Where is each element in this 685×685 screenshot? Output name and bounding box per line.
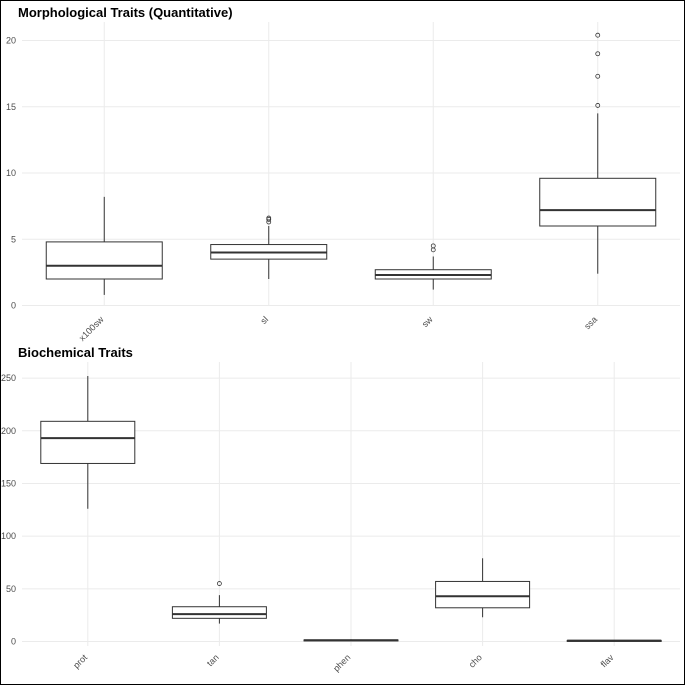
outlier-tan-0 (216, 581, 222, 586)
x-tick-label-tan: tan (205, 652, 221, 668)
x-tick-label-flav: flav (599, 652, 616, 669)
y-tick-label-0-3: 15 (6, 102, 16, 112)
outlier-ssa-1 (595, 73, 601, 79)
y-tick-label-0-0: 0 (11, 301, 16, 311)
x-tick-label-sl: sl (258, 314, 270, 326)
y-tick-label-0-1: 5 (11, 234, 16, 244)
y-tick-label-0-2: 10 (6, 168, 16, 178)
outlier-sl-2 (266, 215, 272, 221)
x-tick-label-x100sw: x100sw (77, 314, 106, 343)
box-cho (435, 580, 531, 609)
x-tick-label-sw: sw (420, 314, 435, 329)
outlier-ssa-0 (595, 103, 601, 108)
box-ssa (539, 177, 657, 227)
y-tick-label-1-5: 250 (1, 373, 16, 383)
chart-title-morphological: Morphological Traits (Quantitative) (18, 5, 233, 20)
box-x100sw (45, 241, 163, 280)
box-prot (40, 420, 136, 464)
box-tan (171, 606, 267, 619)
x-tick-label-ssa: ssa (582, 314, 599, 331)
x-tick-label-phen: phen (331, 652, 352, 673)
y-tick-label-1-4: 200 (1, 426, 16, 436)
y-tick-label-1-2: 100 (1, 531, 16, 541)
outlier-sw-1 (430, 243, 436, 249)
x-tick-label-prot: prot (71, 652, 89, 670)
y-tick-label-1-0: 0 (11, 637, 16, 647)
y-tick-label-1-1: 50 (6, 584, 16, 594)
y-tick-label-0-4: 20 (6, 36, 16, 46)
chart-title-biochemical: Biochemical Traits (18, 345, 133, 360)
x-tick-label-cho: cho (467, 652, 484, 669)
outlier-ssa-2 (595, 51, 601, 57)
y-tick-label-1-3: 150 (1, 478, 16, 488)
outlier-ssa-3 (595, 32, 601, 38)
